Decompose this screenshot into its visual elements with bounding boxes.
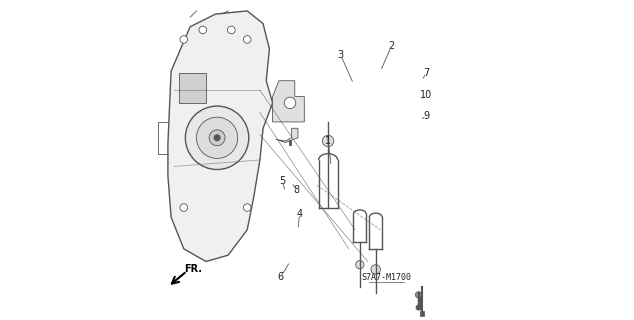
Text: FR.: FR. [184, 264, 202, 274]
FancyBboxPatch shape [420, 311, 424, 316]
Circle shape [284, 97, 295, 108]
Polygon shape [273, 81, 304, 122]
Text: 10: 10 [420, 90, 432, 100]
Circle shape [197, 117, 238, 158]
Circle shape [185, 106, 249, 170]
Text: 3: 3 [338, 50, 344, 60]
Circle shape [323, 135, 334, 147]
Circle shape [180, 204, 188, 212]
Text: 8: 8 [294, 185, 299, 195]
Circle shape [180, 36, 188, 43]
Text: 7: 7 [424, 68, 430, 78]
Polygon shape [276, 128, 298, 142]
Text: 1: 1 [325, 136, 331, 146]
Text: 2: 2 [389, 41, 395, 51]
Circle shape [214, 135, 220, 141]
Text: 4: 4 [297, 209, 302, 219]
Text: 5: 5 [279, 176, 285, 186]
Circle shape [243, 36, 251, 43]
Text: 9: 9 [424, 111, 429, 121]
Circle shape [243, 204, 251, 212]
Text: 6: 6 [278, 272, 283, 282]
FancyBboxPatch shape [179, 73, 206, 103]
Circle shape [209, 130, 225, 146]
Circle shape [371, 265, 380, 274]
Circle shape [356, 260, 364, 269]
Text: S7A7-M1700: S7A7-M1700 [362, 273, 412, 282]
Circle shape [416, 305, 421, 310]
Circle shape [199, 26, 207, 34]
Circle shape [228, 26, 235, 34]
PathPatch shape [168, 11, 273, 261]
Circle shape [415, 292, 422, 298]
